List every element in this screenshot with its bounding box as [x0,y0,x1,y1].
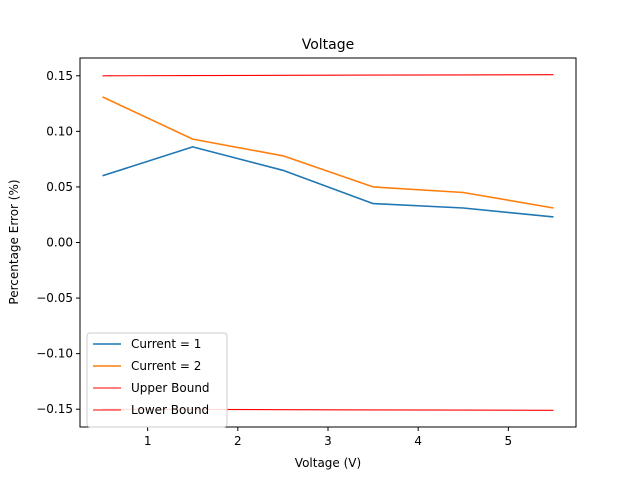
series-line-2 [102,74,554,77]
y-tick-label: 0.00 [46,236,73,250]
chart-title: Voltage [302,37,355,53]
x-tick-label: 5 [505,434,513,448]
y-axis: −0.15 −0.10 −0.05 0.00 0.05 0.10 0.15 [36,69,80,416]
legend-label-0: Current = 1 [131,337,201,351]
legend-label-1: Current = 2 [131,359,201,373]
x-tick-label: 4 [414,434,422,448]
y-tick-label: −0.05 [36,291,73,305]
legend-box [86,332,228,428]
series-line-0 [102,146,554,218]
y-tick-label: 0.10 [46,124,73,138]
x-axis-label: Voltage (V) [295,456,361,470]
series-line-1 [102,96,554,209]
legend-label-2: Upper Bound [131,381,210,395]
x-axis: 1 2 3 4 5 [144,427,512,448]
y-tick-label: −0.15 [36,402,73,416]
y-tick-label: 0.15 [46,69,73,83]
legend: Current = 1 Current = 2 Upper Bound Lower B… [86,332,228,428]
legend-label-3: Lower Bound [131,403,209,417]
x-tick-label: 1 [144,434,152,448]
y-axis-label: Percentage Error (%) [7,179,21,304]
y-tick-label: 0.05 [46,180,73,194]
x-tick-label: 3 [324,434,332,448]
y-tick-label: −0.10 [36,347,73,361]
x-tick-label: 2 [234,434,242,448]
